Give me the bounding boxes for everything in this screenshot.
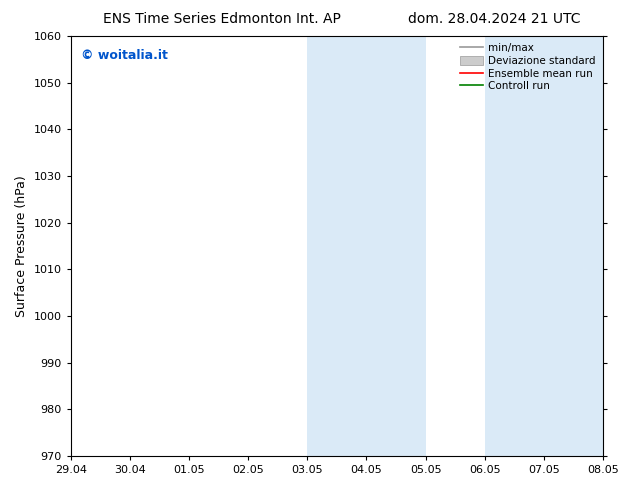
Legend: min/max, Deviazione standard, Ensemble mean run, Controll run: min/max, Deviazione standard, Ensemble m… <box>458 41 598 93</box>
Text: dom. 28.04.2024 21 UTC: dom. 28.04.2024 21 UTC <box>408 12 581 26</box>
Bar <box>485 36 544 456</box>
Text: © woitalia.it: © woitalia.it <box>81 49 168 62</box>
Bar <box>307 36 366 456</box>
Text: ENS Time Series Edmonton Int. AP: ENS Time Series Edmonton Int. AP <box>103 12 341 26</box>
Bar <box>366 36 425 456</box>
Y-axis label: Surface Pressure (hPa): Surface Pressure (hPa) <box>15 175 28 317</box>
Bar <box>544 36 603 456</box>
